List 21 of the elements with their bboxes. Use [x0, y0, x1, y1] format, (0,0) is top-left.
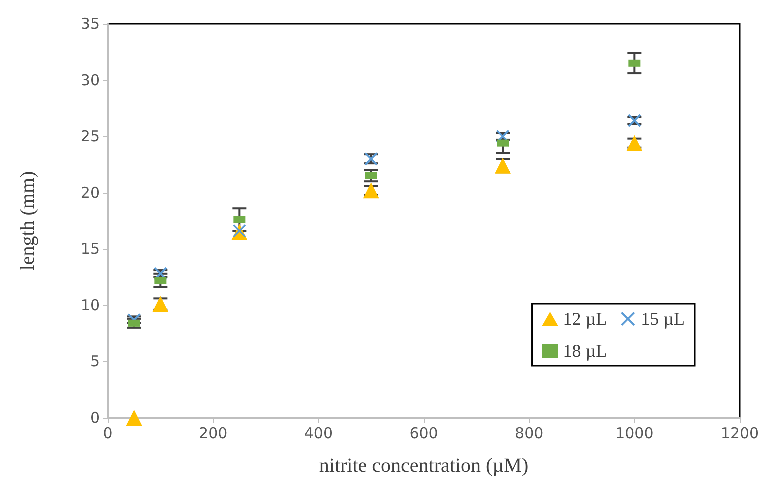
point	[126, 410, 142, 426]
x-tick-label: 1000	[616, 424, 654, 442]
y-axis-title: length (mm)	[17, 171, 39, 271]
x-tick-label: 600	[410, 424, 438, 442]
y-tick-label: 35	[80, 15, 100, 33]
x-tick-label: 200	[199, 424, 228, 442]
y-tick-label: 20	[80, 184, 100, 202]
y-tick-label: 15	[80, 240, 100, 258]
y-tick-label: 25	[80, 128, 100, 146]
legend-label: 12 µL	[563, 309, 608, 329]
y-tick-label: 10	[80, 296, 100, 314]
x-tick-label: 800	[515, 424, 544, 442]
x-tick-label: 400	[304, 424, 333, 442]
y-tick-label: 30	[80, 71, 100, 90]
legend-label: 18 µL	[563, 341, 608, 361]
legend-label: 15 µL	[641, 309, 686, 329]
y-tick-label: 0	[90, 409, 100, 427]
x-axis-title: nitrite concentration (µM)	[319, 455, 529, 477]
x-tick-label: 0	[103, 424, 113, 442]
x-tick-label: 1200	[720, 424, 760, 442]
y-tick-label: 5	[90, 352, 100, 371]
